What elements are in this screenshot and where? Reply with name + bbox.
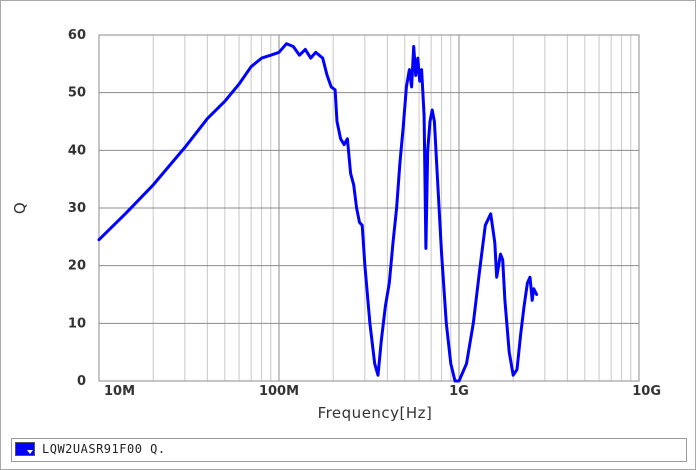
y-tick-labels: 0 10 20 30 40 50 60 [68,28,86,389]
y-axis-title: Q [11,202,29,214]
x-axis-title: Frequency[Hz] [318,404,433,422]
x-tick-label: 10M [104,384,135,399]
y-tick-label: 50 [68,86,86,101]
y-tick-label: 30 [68,201,86,216]
q-frequency-chart: 0 10 20 30 40 50 60 10M 100M 1G 10G Q Frequency[H… [11,28,661,422]
y-tick-label: 40 [68,143,86,158]
legend-swatch[interactable] [15,442,35,456]
x-tick-labels: 10M 100M 1G 10G [104,384,661,399]
series-group [97,42,539,383]
x-tick-label: 100M [259,384,299,399]
legend-series-label: LQW2UASR91F00 Q. [42,442,166,456]
y-tick-label: 10 [68,316,86,331]
major-gridlines [98,34,640,382]
x-tick-label: 10G [632,384,661,399]
legend: LQW2UASR91F00 Q. [11,438,687,462]
chevron-down-icon [27,450,33,454]
x-tick-label: 1G [449,384,469,399]
y-tick-label: 0 [77,374,86,389]
y-tick-label: 20 [68,259,86,274]
y-tick-label: 60 [68,28,86,43]
series-line [97,42,539,383]
